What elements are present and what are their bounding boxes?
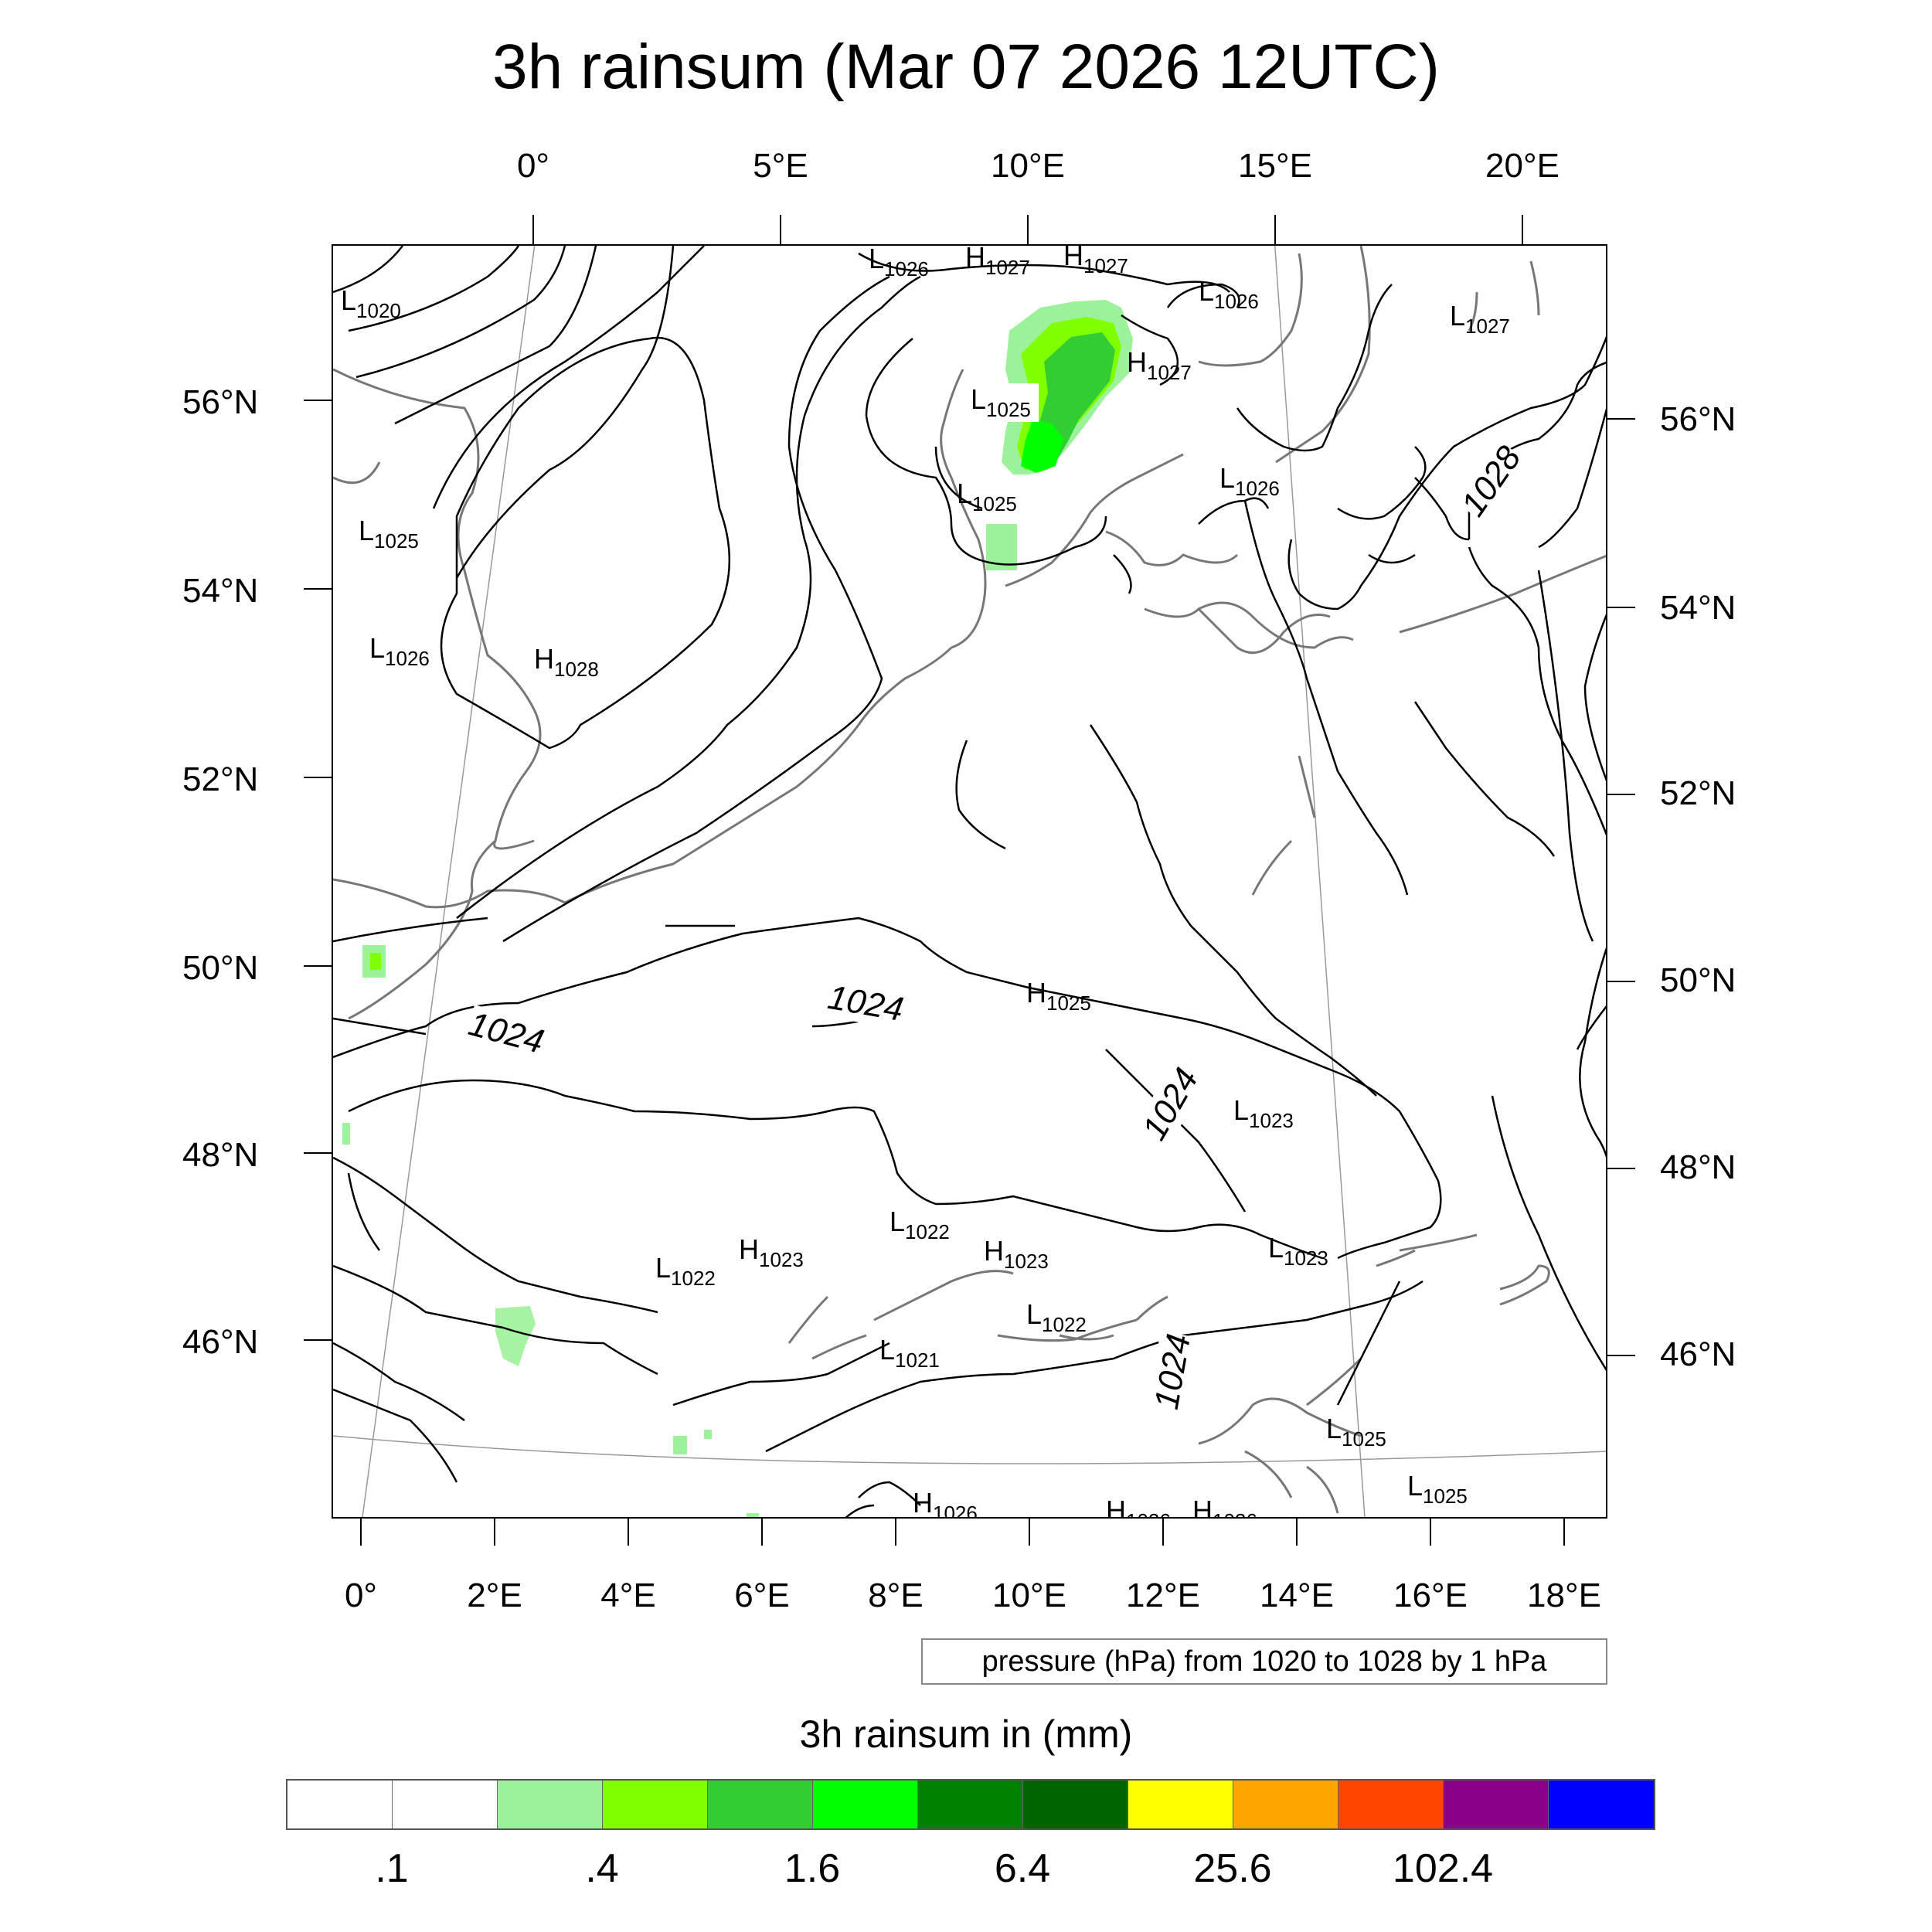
- right-axis-label: 48°N: [1660, 1148, 1736, 1186]
- pressure-high-label: H1027: [1127, 346, 1192, 384]
- bottom-axis-label: 14°E: [1260, 1577, 1334, 1614]
- pressure-high-label: H1027: [965, 244, 1030, 279]
- bottom-axis-label: 0°: [344, 1577, 378, 1614]
- top-axis-label: 10°E: [991, 147, 1065, 185]
- right-axis-label: 52°N: [1660, 774, 1736, 812]
- pressure-low-label: L1023: [1268, 1232, 1328, 1270]
- right-axis-label: 50°N: [1660, 961, 1736, 999]
- top-axis-label: 20°E: [1485, 147, 1560, 185]
- left-axis-label: 46°N: [182, 1323, 259, 1361]
- legend-swatch: [1023, 1781, 1128, 1828]
- chart-title: 3h rainsum (Mar 07 2026 12UTC): [492, 32, 1440, 102]
- bottom-axis-label: 18°E: [1527, 1577, 1601, 1614]
- pressure-high-label: H1025: [1026, 977, 1091, 1015]
- pressure-low-label: L1022: [889, 1206, 950, 1243]
- legend-swatch: [1233, 1781, 1338, 1828]
- left-axis-label: 56°N: [182, 383, 259, 421]
- legend-swatch: [1549, 1781, 1654, 1828]
- legend-tick-label: 25.6: [1193, 1846, 1272, 1891]
- left-axis-label: 48°N: [182, 1136, 259, 1174]
- pressure-low-label: L1026: [1219, 462, 1280, 500]
- pressure-low-label: L1027: [1450, 300, 1510, 338]
- right-axis-label: 46°N: [1660, 1335, 1736, 1373]
- legend-swatch: [287, 1781, 393, 1828]
- legend-swatch: [498, 1781, 603, 1828]
- legend-tick-label: .1: [375, 1846, 409, 1891]
- rain-area-small: [704, 1430, 712, 1439]
- legend-title: 3h rainsum in (mm): [799, 1713, 1133, 1756]
- bottom-axis-label: 4°E: [600, 1577, 656, 1614]
- rain-field: [342, 300, 1133, 1517]
- pressure-high-label: H1027: [1063, 244, 1128, 277]
- legend-tick-label: 1.6: [784, 1846, 841, 1891]
- rain-area-small: [342, 1123, 350, 1145]
- legend-swatch: [393, 1781, 498, 1828]
- bottom-axis-label: 12°E: [1126, 1577, 1200, 1614]
- left-axis-label: 52°N: [182, 760, 259, 798]
- pressure-low-label: L1026: [869, 244, 929, 281]
- legend-tick-label: 102.4: [1392, 1846, 1494, 1891]
- pressure-high-label: H1023: [739, 1233, 804, 1271]
- pressure-low-label: L1025: [963, 383, 1039, 422]
- pressure-low-label: L1022: [655, 1252, 716, 1290]
- pressure-low-label: L1025: [359, 515, 419, 553]
- pressure-high-label: H1026: [913, 1487, 978, 1519]
- pressure-high-label: H1026: [1106, 1495, 1171, 1519]
- legend-swatch: [603, 1781, 708, 1828]
- legend-swatch: [708, 1781, 813, 1828]
- pressure-low-label: L1025: [1326, 1413, 1386, 1451]
- pressure-high-label: H1026: [1192, 1495, 1257, 1519]
- legend-swatch: [1128, 1781, 1233, 1828]
- rain-area-small: [370, 953, 381, 970]
- legend-swatch: [918, 1781, 1023, 1828]
- color-legend-bar: [286, 1779, 1655, 1830]
- rain-area-bright: [1021, 420, 1063, 473]
- pressure-low-label: L1025: [1407, 1470, 1468, 1508]
- left-axis-label: 54°N: [182, 572, 259, 610]
- bottom-axis-label: 10°E: [992, 1577, 1066, 1614]
- legend-swatch: [1444, 1781, 1549, 1828]
- bottom-axis-label: 2°E: [467, 1577, 522, 1614]
- pressure-low-label: L1020: [341, 284, 401, 322]
- rain-area-small: [495, 1306, 536, 1366]
- pressure-low-label: L1021: [879, 1334, 940, 1372]
- legend-swatch: [813, 1781, 918, 1828]
- right-axis-label: 56°N: [1660, 400, 1736, 438]
- rain-area-small: [747, 1513, 759, 1517]
- legend-swatch: [1338, 1781, 1444, 1828]
- bottom-axis-label: 8°E: [868, 1577, 923, 1614]
- contour-info-note: pressure (hPa) from 1020 to 1028 by 1 hP…: [921, 1638, 1607, 1685]
- pressure-low-label: L1023: [1233, 1094, 1294, 1132]
- bottom-axis-label: 16°E: [1393, 1577, 1468, 1614]
- legend-tick-label: .4: [585, 1846, 619, 1891]
- pressure-low-label: L1026: [369, 632, 430, 670]
- top-axis-label: 15°E: [1238, 147, 1312, 185]
- pressure-low-label: L1026: [1199, 275, 1259, 313]
- map-canvas: [333, 246, 1606, 1517]
- pressure-low-label: L1022: [1026, 1298, 1087, 1336]
- legend-tick-label: 6.4: [994, 1846, 1051, 1891]
- top-axis-label: 0°: [516, 147, 550, 185]
- bottom-axis-label: 6°E: [734, 1577, 790, 1614]
- right-axis-label: 54°N: [1660, 589, 1736, 627]
- top-axis-label: 5°E: [753, 147, 808, 185]
- coastlines: [333, 246, 1606, 1514]
- pressure-low-label: L1025: [957, 478, 1017, 515]
- pressure-high-label: H1023: [984, 1235, 1049, 1273]
- pressure-high-label: H1028: [534, 643, 599, 681]
- rain-area-small: [673, 1436, 687, 1454]
- map-panel[interactable]: L1026 H1027 H1027 L1020 L1026 L1027 H102…: [332, 244, 1607, 1519]
- left-axis-label: 50°N: [182, 949, 259, 987]
